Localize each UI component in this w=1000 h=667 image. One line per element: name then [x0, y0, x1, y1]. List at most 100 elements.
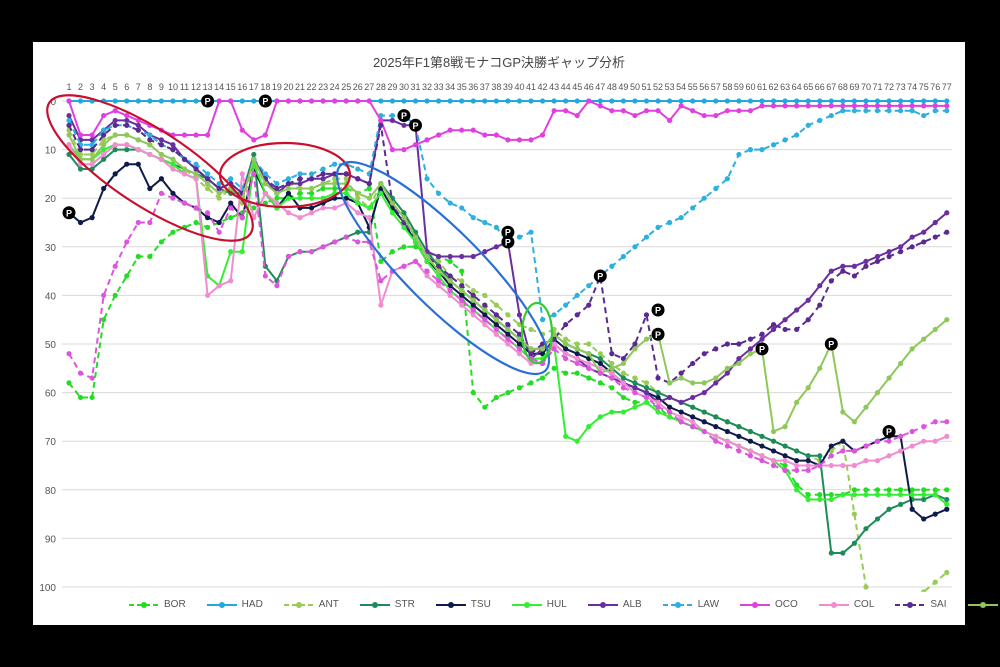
x-tick-label: 9	[159, 82, 164, 92]
x-tick-label: 74	[907, 82, 917, 92]
legend-label: OCO	[775, 599, 798, 610]
legend-label: LAW	[697, 599, 720, 610]
x-tick-label: 3	[90, 82, 95, 92]
x-tick-label: 20	[283, 82, 293, 92]
legend-item-law: LAW	[662, 599, 719, 610]
x-tick-label: 26	[353, 82, 363, 92]
x-tick-label: 27	[364, 82, 374, 92]
legend-label: HAD	[241, 599, 263, 610]
legend-label: HUL	[546, 599, 567, 610]
x-tick-label: 52	[653, 82, 663, 92]
x-tick-label: 40	[514, 82, 524, 92]
x-tick-label: 34	[445, 82, 455, 92]
x-tick-label: 18	[260, 82, 270, 92]
x-tick-label: 22	[307, 82, 317, 92]
legend-item-bor: BOR	[128, 599, 186, 610]
legend-line-icon	[283, 601, 314, 608]
x-tick-label: 69	[849, 82, 859, 92]
x-tick-label: 45	[572, 82, 582, 92]
svg-text:P: P	[828, 340, 834, 350]
x-tick-label: 42	[538, 82, 548, 92]
x-tick-label: 59	[734, 82, 744, 92]
legend-line-icon	[511, 601, 542, 608]
x-tick-label: 63	[780, 82, 790, 92]
y-tick-label: 50	[45, 340, 57, 351]
x-tick-label: 61	[757, 82, 767, 92]
x-tick-label: 77	[942, 82, 952, 92]
x-tick-label: 76	[930, 82, 940, 92]
y-tick-label: 60	[45, 389, 57, 400]
x-tick-label: 12	[191, 82, 201, 92]
svg-text:P: P	[66, 208, 72, 218]
svg-text:P: P	[759, 344, 765, 354]
x-tick-label: 64	[792, 82, 802, 92]
x-tick-label: 21	[295, 82, 305, 92]
svg-text:P: P	[597, 271, 603, 281]
y-tick-label: 80	[45, 486, 57, 497]
legend-line-icon	[359, 601, 390, 608]
legend-label: TSU	[470, 599, 491, 610]
x-tick-label: 71	[872, 82, 882, 92]
series-oco	[66, 98, 950, 153]
legend-label: ANT	[318, 599, 339, 610]
legend-item-oco: OCO	[739, 599, 798, 610]
legend-item-had: HAD	[206, 599, 263, 610]
svg-text:P: P	[505, 237, 511, 247]
x-tick-label: 75	[919, 82, 929, 92]
x-tick-label: 28	[376, 82, 386, 92]
y-tick-label: 0	[50, 97, 56, 108]
x-tick-label: 15	[226, 82, 236, 92]
plot-area	[66, 98, 950, 592]
svg-text:P: P	[412, 121, 418, 131]
svg-text:P: P	[262, 97, 268, 107]
x-tick-label: 72	[884, 82, 894, 92]
pit-stop-marker: P	[882, 424, 896, 438]
svg-text:P: P	[886, 427, 892, 437]
series-had	[66, 98, 950, 104]
x-tick-label: 65	[803, 82, 813, 92]
x-tick-label: 17	[249, 82, 259, 92]
x-tick-label: 23	[318, 82, 328, 92]
pit-stop-marker: P	[397, 109, 411, 123]
annotation-ellipse	[218, 141, 352, 209]
legend-item-sai: SAI	[894, 599, 947, 610]
x-tick-label: 54	[676, 82, 686, 92]
x-tick-label: 43	[549, 82, 559, 92]
x-tick-label: 55	[688, 82, 698, 92]
pit-stop-marker: P	[501, 235, 515, 249]
x-tick-label: 10	[168, 82, 178, 92]
legend-item-ant: ANT	[283, 599, 339, 610]
annotation-ellipse	[46, 94, 254, 242]
x-tick-label: 56	[699, 82, 709, 92]
x-tick-label: 73	[896, 82, 906, 92]
x-tick-label: 57	[711, 82, 721, 92]
series-sai	[66, 122, 950, 386]
x-tick-label: 29	[387, 82, 397, 92]
series-col	[66, 142, 950, 469]
x-tick-label: 2	[78, 82, 83, 92]
x-tick-label: 46	[584, 82, 594, 92]
x-tick-label: 6	[124, 82, 129, 92]
pit-stop-marker: P	[501, 225, 515, 239]
legend-item-tsu: TSU	[435, 599, 491, 610]
x-tick-label: 8	[147, 82, 152, 92]
x-tick-label: 68	[838, 82, 848, 92]
x-tick-label: 62	[769, 82, 779, 92]
x-tick-label: 39	[503, 82, 513, 92]
pit-stop-marker: P	[62, 206, 76, 220]
x-tick-label: 5	[113, 82, 118, 92]
x-tick-label: 36	[468, 82, 478, 92]
x-tick-label: 41	[526, 82, 536, 92]
y-tick-label: 10	[45, 146, 57, 157]
annotation-ellipse	[520, 301, 554, 365]
x-tick-label: 33	[434, 82, 444, 92]
x-tick-label: 32	[422, 82, 432, 92]
legend-item-str: STR	[359, 599, 415, 610]
pit-stop-marker: P	[824, 337, 838, 351]
x-tick-label: 37	[480, 82, 490, 92]
x-tick-label: 31	[410, 82, 420, 92]
x-tick-label: 60	[745, 82, 755, 92]
x-tick-label: 66	[815, 82, 825, 92]
x-tick-label: 14	[214, 82, 224, 92]
